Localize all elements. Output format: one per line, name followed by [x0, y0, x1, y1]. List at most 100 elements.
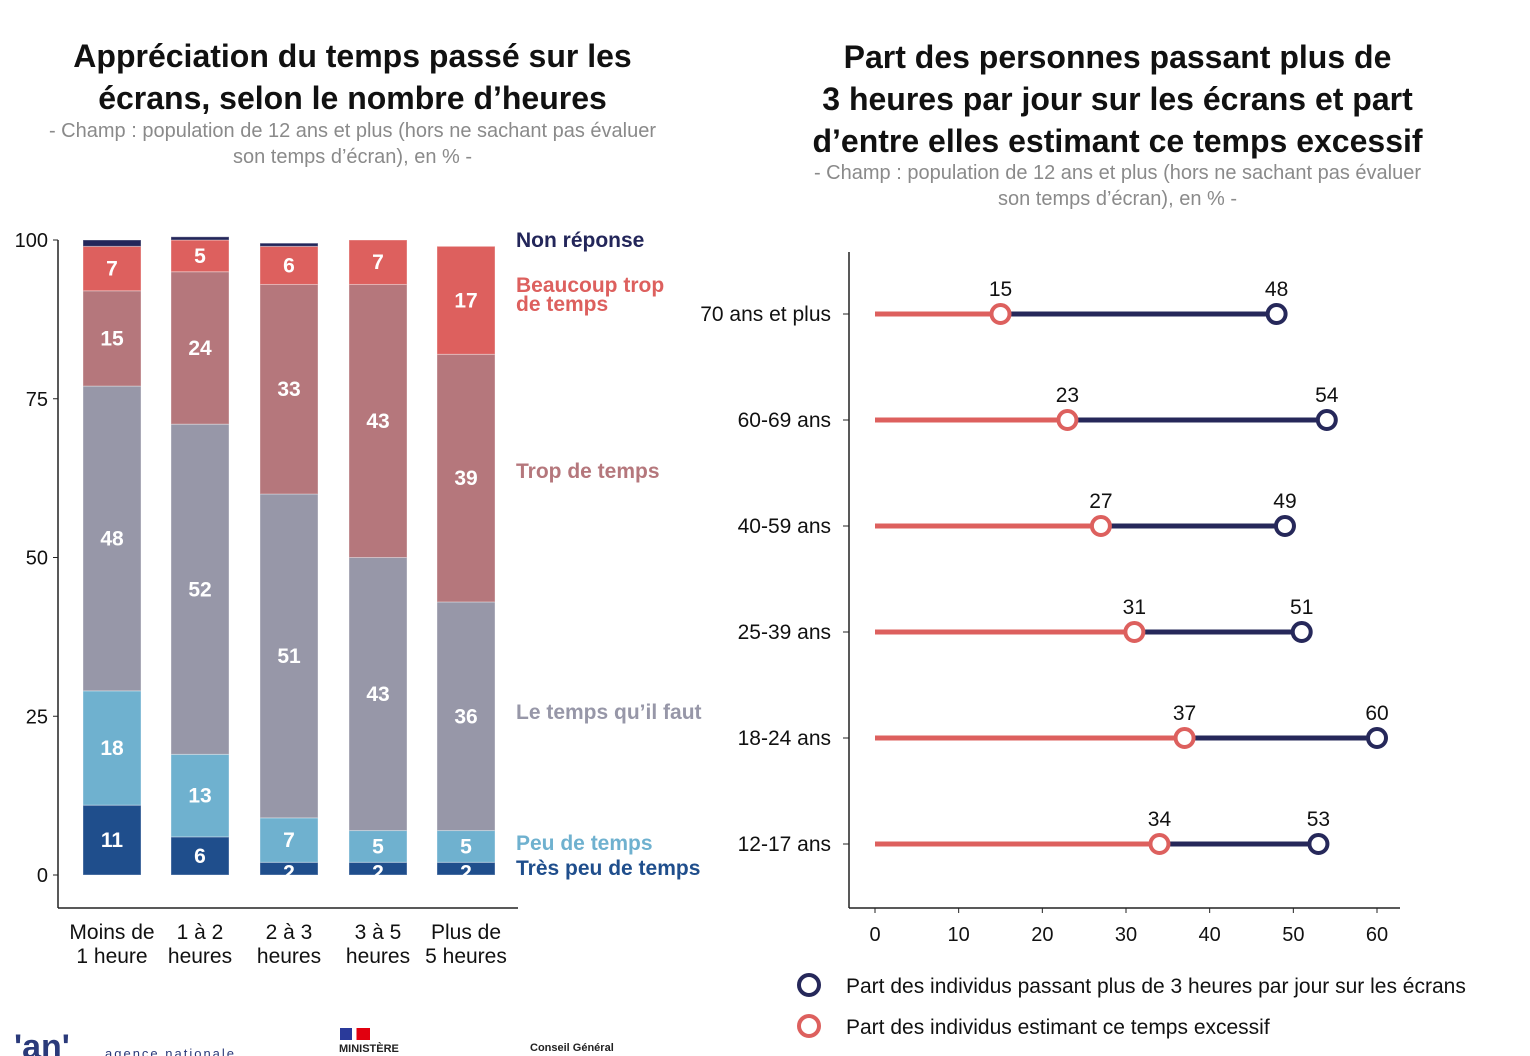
- y-tick-label: 70 ans et plus: [700, 303, 831, 326]
- bar-value-label: 6: [283, 254, 295, 277]
- legend-label: Beaucoup trop: [516, 274, 664, 297]
- legend-label: de temps: [516, 293, 608, 316]
- excess-point: [1056, 409, 1079, 431]
- bar-segment: [348, 830, 408, 863]
- bar-segment: [259, 817, 319, 863]
- right-chart-subtitle: - Champ : population de 12 ans et plus (…: [760, 160, 1475, 212]
- x-tick-label: 1 à 2: [177, 921, 224, 944]
- x-tick-label: heures: [257, 945, 321, 968]
- excess-value-label: 23: [1056, 384, 1079, 407]
- subtitle-line: - Champ : population de 12 ans et plus (…: [813, 162, 1422, 184]
- x-tick-label: 2 à 3: [266, 921, 313, 944]
- x-tick-label: 1 heure: [76, 945, 147, 968]
- legend-label: Le temps qu’il faut: [516, 701, 702, 724]
- legend-label: Non réponse: [516, 229, 644, 252]
- bar-value-label: 43: [366, 410, 389, 433]
- bar-value-label: 48: [100, 527, 124, 550]
- subtitle-line: son temps d’écran), en % -: [998, 188, 1237, 210]
- bar-segment: [82, 385, 142, 692]
- bar-value-label: 33: [277, 378, 300, 401]
- excess-point: [1148, 833, 1171, 855]
- bar-value-label: 7: [106, 258, 118, 281]
- bar-value-label: 13: [188, 785, 211, 808]
- legend-marker: [797, 1014, 821, 1038]
- bar-segment: [82, 245, 142, 292]
- x-tick-label: 30: [1115, 924, 1137, 946]
- ministere-logo-text: MINISTÈRE: [339, 1043, 399, 1055]
- x-tick-label: Moins de: [69, 921, 154, 944]
- legend-label: Peu de temps: [516, 832, 653, 855]
- subtitle-line: - Champ : population de 12 ans et plus (…: [48, 120, 657, 142]
- y-tick-label: 0: [37, 865, 48, 887]
- bar-value-label: 11: [101, 829, 124, 852]
- legend-label: Très peu de temps: [516, 857, 700, 880]
- bar-value-label: 24: [188, 337, 212, 360]
- x-tick-label: 50: [1282, 924, 1304, 946]
- title-line: écrans, selon le nombre d’heures: [98, 80, 607, 116]
- bar-segment: [82, 804, 142, 876]
- left-chart-title: Appréciation du temps passé sur les écra…: [0, 35, 705, 119]
- anct-logo-text: agence nationale: [105, 1046, 237, 1056]
- title-line: Part des personnes passant plus de: [843, 39, 1392, 75]
- total-value-label: 49: [1273, 490, 1296, 513]
- bar-segment: [82, 290, 142, 387]
- conseil-logo-text: Conseil Général: [530, 1042, 614, 1054]
- legend-label: Trop de temps: [516, 460, 660, 483]
- legend-label: Part des individus passant plus de 3 heu…: [846, 975, 1466, 998]
- anct-logo: 'an': [14, 1028, 70, 1056]
- x-tick-label: 20: [1031, 924, 1053, 946]
- excess-value-label: 15: [989, 278, 1012, 301]
- x-tick-label: 0: [869, 924, 880, 946]
- bar-value-label: 5: [194, 245, 206, 268]
- bar-value-label: 51: [277, 645, 301, 668]
- y-tick-label: 18-24 ans: [738, 727, 831, 750]
- bar-segment: [436, 353, 496, 603]
- title-line: d’entre elles estimant ce temps excessif: [812, 123, 1423, 159]
- total-value-label: 51: [1290, 596, 1313, 619]
- total-point: [1265, 303, 1288, 325]
- legend-marker: [797, 973, 821, 997]
- bar-segment: [259, 493, 319, 819]
- total-value-label: 60: [1365, 702, 1388, 725]
- bar-segment: [436, 245, 496, 355]
- y-tick-label: 60-69 ans: [738, 409, 831, 432]
- left-chart-subtitle: - Champ : population de 12 ans et plus (…: [0, 118, 705, 170]
- bar-segment: [348, 239, 408, 285]
- x-tick-label: 60: [1366, 924, 1388, 946]
- bar-value-label: 18: [100, 737, 124, 760]
- x-tick-label: 40: [1199, 924, 1221, 946]
- bar-segment: [259, 242, 319, 247]
- excess-point: [1173, 727, 1196, 749]
- total-value-label: 48: [1265, 278, 1288, 301]
- bar-value-label: 5: [460, 835, 472, 858]
- bar-value-label: 2: [283, 862, 295, 885]
- y-tick-label: 25-39 ans: [738, 621, 831, 644]
- bar-segment: [170, 423, 230, 755]
- x-tick-label: Plus de: [431, 921, 501, 944]
- bar-value-label: 2: [372, 862, 384, 885]
- total-point: [1366, 727, 1388, 749]
- bar-value-label: 52: [188, 578, 211, 601]
- title-line: Appréciation du temps passé sur les: [73, 38, 632, 74]
- bar-value-label: 17: [454, 289, 477, 312]
- total-point: [1290, 621, 1313, 643]
- total-value-label: 54: [1315, 384, 1339, 407]
- x-tick-label: 5 heures: [425, 945, 507, 968]
- subtitle-line: son temps d’écran), en % -: [233, 146, 472, 168]
- bar-value-label: 39: [454, 467, 477, 490]
- bar-value-label: 43: [366, 683, 389, 706]
- x-tick-label: heures: [346, 945, 410, 968]
- bar-segment: [170, 236, 230, 241]
- legend-label: Part des individus estimant ce temps exc…: [846, 1016, 1270, 1039]
- bar-segment: [348, 283, 408, 558]
- bar-segment: [82, 690, 142, 806]
- bar-segment: [348, 557, 408, 832]
- excess-value-label: 27: [1089, 490, 1112, 513]
- bar-value-label: 6: [194, 845, 206, 868]
- bar-value-label: 7: [283, 829, 295, 852]
- y-tick-label: 50: [26, 548, 48, 570]
- ministere-flag-logo: [340, 1028, 370, 1040]
- right-chart-title: Part des personnes passant plus de 3 heu…: [760, 36, 1475, 162]
- bar-segment: [82, 239, 142, 247]
